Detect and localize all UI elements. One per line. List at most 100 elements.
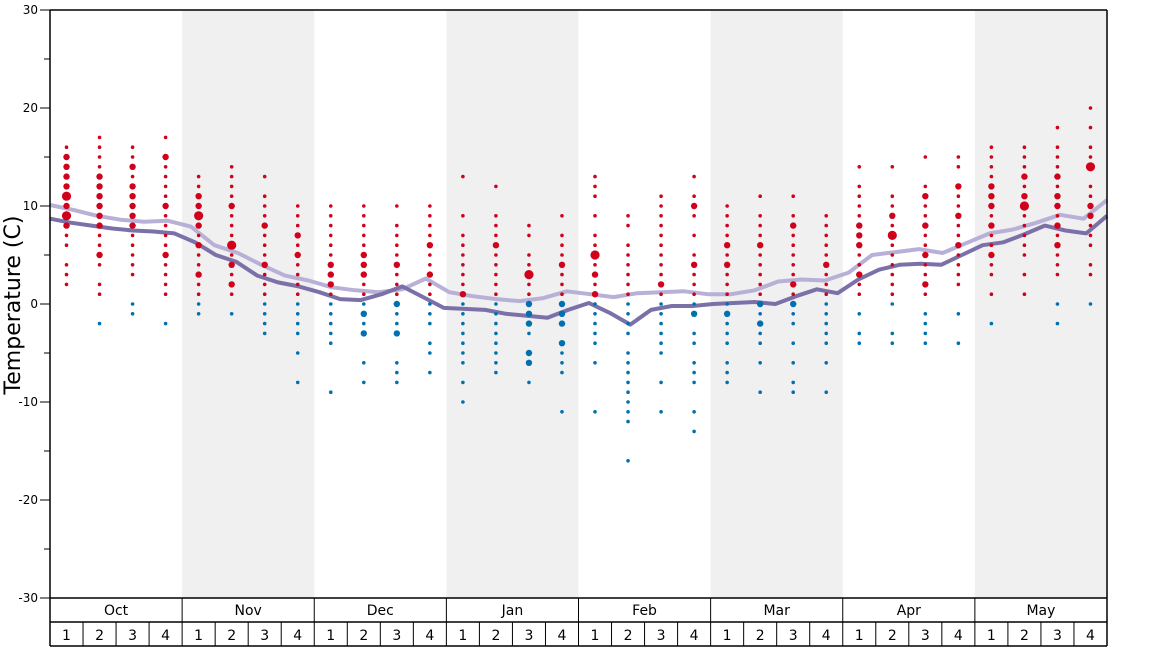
temperature-dot: [1022, 243, 1027, 247]
temperature-dot: [96, 251, 103, 259]
temperature-dot: [163, 174, 168, 179]
week-label: 2: [888, 628, 897, 644]
temperature-dot: [692, 233, 696, 238]
temperature-dot: [196, 263, 201, 267]
temperature-dot: [461, 331, 465, 336]
temperature-dot: [229, 184, 234, 189]
temperature-dot: [295, 321, 300, 326]
temperature-dot: [195, 242, 202, 249]
week-label: 1: [62, 628, 71, 644]
temperature-dot: [692, 282, 696, 287]
temperature-dot: [692, 253, 696, 257]
temperature-dot: [923, 292, 928, 297]
temperature-dot: [824, 302, 829, 306]
temperature-dot: [97, 165, 102, 169]
y-tick-label: 10: [23, 199, 38, 213]
temperature-dot: [461, 233, 465, 238]
temperature-dot: [692, 302, 696, 306]
temperature-dot: [96, 212, 103, 219]
week-label: 2: [227, 628, 236, 644]
temperature-dot: [756, 242, 764, 249]
temperature-dot: [428, 214, 432, 218]
temperature-dot: [162, 202, 169, 210]
temperature-dot: [725, 370, 729, 375]
temperature-dot: [163, 223, 168, 228]
temperature-dot: [1019, 201, 1030, 211]
temperature-dot: [393, 300, 401, 308]
temperature-dot: [791, 272, 796, 277]
temperature-dot: [229, 194, 234, 198]
trend-line-2: [49, 214, 1109, 327]
temperature-dot: [360, 261, 367, 268]
temperature-dot: [659, 380, 663, 385]
temperature-dot: [295, 292, 300, 297]
temperature-dot: [227, 240, 237, 250]
temperature-dot: [989, 272, 994, 277]
temperature-dot: [923, 321, 928, 326]
temperature-dot: [361, 380, 366, 385]
temperature-dot: [328, 233, 333, 238]
temperature-dot: [790, 222, 797, 229]
temperature-dot: [361, 361, 366, 365]
temperature-dot: [461, 243, 465, 247]
y-tick-label: 20: [23, 101, 38, 115]
temperature-dot: [791, 263, 796, 267]
temperature-dot: [956, 165, 961, 169]
temperature-dot: [626, 390, 630, 395]
temperature-dot: [461, 282, 465, 287]
temperature-dot: [461, 272, 465, 277]
temperature-dot: [857, 331, 862, 336]
temperature-dot: [130, 155, 135, 159]
week-label: 4: [1086, 628, 1095, 644]
temperature-dot: [1088, 263, 1093, 267]
temperature-dot: [756, 320, 764, 327]
week-label: 2: [756, 628, 765, 644]
week-label: 4: [822, 628, 831, 644]
temperature-dot: [988, 183, 995, 190]
temperature-dot: [659, 302, 663, 306]
temperature-dot: [593, 302, 597, 306]
temperature-dot: [1054, 202, 1061, 210]
temperature-dot: [659, 263, 663, 267]
temperature-dot: [130, 272, 135, 277]
temperature-dot: [97, 155, 102, 159]
temperature-dot: [228, 261, 235, 268]
temperature-dot: [96, 222, 103, 229]
temperature-dot: [328, 390, 333, 395]
temperature-dot: [659, 351, 663, 355]
temperature-dot: [525, 359, 533, 366]
temperature-dot: [328, 331, 333, 336]
temperature-dot: [361, 233, 366, 238]
temperature-dot: [626, 214, 630, 218]
temperature-dot: [626, 459, 630, 463]
temperature-dot: [857, 194, 862, 198]
temperature-dot: [560, 243, 564, 247]
temperature-dot: [163, 135, 168, 140]
temperature-dot: [64, 272, 69, 277]
temperature-dot: [262, 302, 267, 306]
temperature-dot: [690, 310, 698, 317]
temperature-dot: [989, 263, 994, 267]
temperature-dot: [725, 282, 729, 287]
temperature-dot: [527, 292, 531, 297]
temperature-dot: [64, 282, 69, 287]
temperature-dot: [494, 321, 498, 326]
temperature-dot: [494, 370, 498, 375]
trend-lines: [49, 198, 1109, 327]
temperature-dot: [560, 233, 564, 238]
temperature-dot: [989, 243, 994, 247]
temperature-dot: [162, 251, 169, 259]
temperature-dot: [395, 312, 399, 316]
temperature-dot: [591, 271, 599, 278]
temperature-dot: [923, 341, 928, 346]
temperature-dot: [593, 233, 597, 238]
temperature-dot: [626, 380, 630, 385]
y-tick-label: 30: [23, 3, 38, 17]
temperature-dot: [395, 204, 399, 208]
temperature-dot: [657, 281, 665, 288]
week-label: 3: [1053, 628, 1062, 644]
temperature-dot: [1055, 253, 1060, 257]
temperature-dot: [196, 282, 201, 287]
temperature-dot: [196, 292, 201, 297]
